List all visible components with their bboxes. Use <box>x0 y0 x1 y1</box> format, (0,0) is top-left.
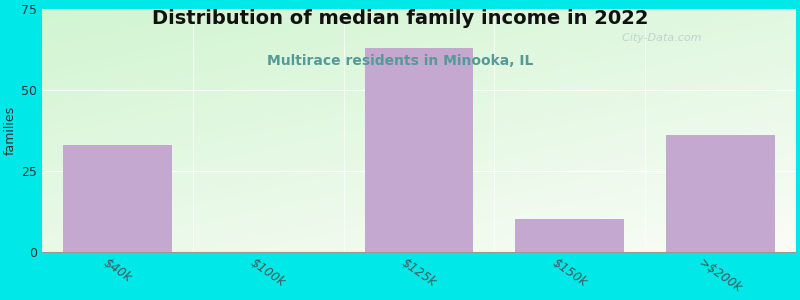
Bar <box>365 48 474 252</box>
Text: City-Data.com: City-Data.com <box>615 33 702 43</box>
Text: Multirace residents in Minooka, IL: Multirace residents in Minooka, IL <box>267 54 533 68</box>
Bar <box>666 135 774 252</box>
Text: Distribution of median family income in 2022: Distribution of median family income in … <box>152 9 648 28</box>
Y-axis label: families: families <box>4 106 17 155</box>
Bar <box>63 145 172 252</box>
Bar <box>515 219 624 252</box>
